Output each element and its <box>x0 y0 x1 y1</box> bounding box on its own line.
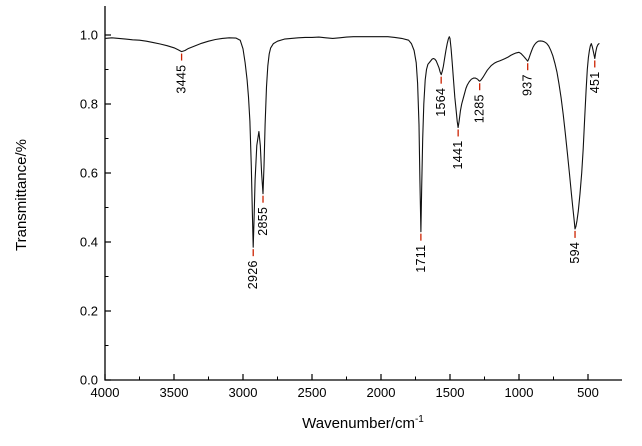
y-tick-label: 0.0 <box>80 373 98 388</box>
x-axis-title-superscript: -1 <box>415 414 424 425</box>
x-tick-label: 3500 <box>160 385 189 400</box>
peak-label: 1711 <box>414 245 428 273</box>
x-tick-label: 4000 <box>91 385 120 400</box>
peak-label: 594 <box>568 242 582 264</box>
peak-label: 1285 <box>473 94 487 123</box>
y-tick-label: 0.4 <box>80 235 98 250</box>
spectrum-line <box>104 36 600 248</box>
y-axis-title: Transmittance/% <box>13 139 30 251</box>
y-tick-label: 0.2 <box>80 304 98 319</box>
x-tick-label: 1500 <box>436 385 465 400</box>
peak-label: 937 <box>521 74 535 96</box>
peak-label: 1441 <box>451 140 465 169</box>
peak-label: 2855 <box>256 207 270 236</box>
y-tick-label: 1.0 <box>80 28 98 43</box>
x-tick-label: 2000 <box>367 385 396 400</box>
x-axis-title: Wavenumber/cm-1 <box>302 414 424 432</box>
peak-label: 451 <box>588 71 602 93</box>
x-tick-label: 500 <box>577 385 599 400</box>
peak-label: 3445 <box>175 65 189 94</box>
x-tick-label: 1000 <box>505 385 534 400</box>
y-tick-label: 0.6 <box>80 166 98 181</box>
x-tick-label: 2500 <box>298 385 327 400</box>
peak-label: 1564 <box>434 88 448 117</box>
axes <box>104 6 622 381</box>
x-axis-title-base: Wavenumber/cm <box>302 415 415 432</box>
peak-label: 2926 <box>246 260 260 289</box>
plot-generated-layer: 4000 3500 3000 2500 2000 1500 1000 500 0.0 0.2 0.4… <box>80 6 622 400</box>
x-tick-label: 3000 <box>229 385 258 400</box>
y-tick-label: 0.8 <box>80 97 98 112</box>
